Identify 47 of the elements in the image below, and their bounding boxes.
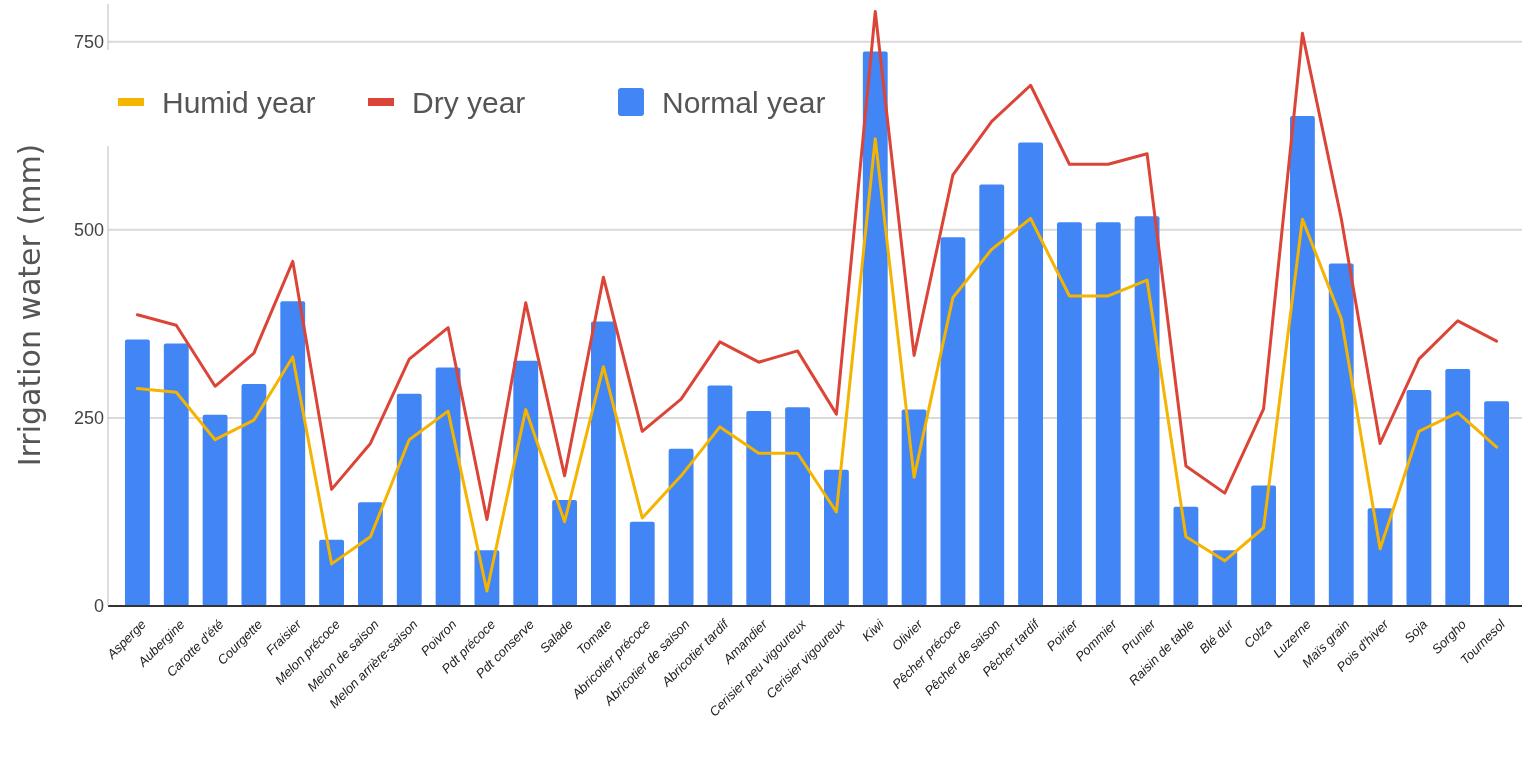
bar (707, 385, 733, 606)
bar (357, 502, 383, 606)
bar (1289, 116, 1315, 606)
bar (552, 499, 578, 606)
bar (668, 448, 694, 606)
y-tick-label: 500 (73, 220, 104, 241)
bar (1328, 263, 1354, 606)
bar (124, 339, 150, 606)
bar (241, 384, 267, 606)
bar (1484, 401, 1510, 606)
bar (1445, 368, 1471, 606)
bar (1367, 508, 1393, 606)
x-tick-label: Blé dur (1196, 616, 1237, 657)
bar (862, 51, 888, 606)
legend-label: Humid year (162, 85, 316, 119)
bar (163, 343, 189, 606)
bar (1251, 485, 1277, 606)
bar (785, 407, 811, 606)
line-series (135, 10, 1499, 521)
bar (280, 301, 306, 606)
bar (1095, 222, 1121, 606)
bar (940, 237, 966, 606)
y-tick-label: 0 (93, 596, 104, 617)
bar (1134, 216, 1160, 606)
y-axis-title: Irrigation water (mm) (12, 143, 47, 467)
bar (319, 539, 345, 606)
y-tick-label: 750 (73, 31, 104, 52)
bar (901, 409, 927, 606)
bar (396, 393, 422, 606)
bar (1018, 142, 1044, 606)
bar (1406, 390, 1432, 606)
legend-label: Dry year (412, 85, 526, 119)
legend-label: Normal year (662, 85, 826, 119)
bar (1212, 550, 1238, 606)
bar (435, 367, 461, 606)
y-tick-label: 250 (73, 408, 104, 429)
bar (979, 184, 1005, 606)
bar (1173, 506, 1199, 606)
bar (590, 321, 616, 606)
bar (1056, 222, 1082, 606)
x-tick-label: Soja (1401, 616, 1431, 646)
bar (629, 521, 655, 606)
bar (823, 469, 849, 606)
line-series (135, 137, 1499, 593)
bar (513, 360, 539, 606)
bar (202, 414, 228, 606)
bar (746, 411, 772, 606)
